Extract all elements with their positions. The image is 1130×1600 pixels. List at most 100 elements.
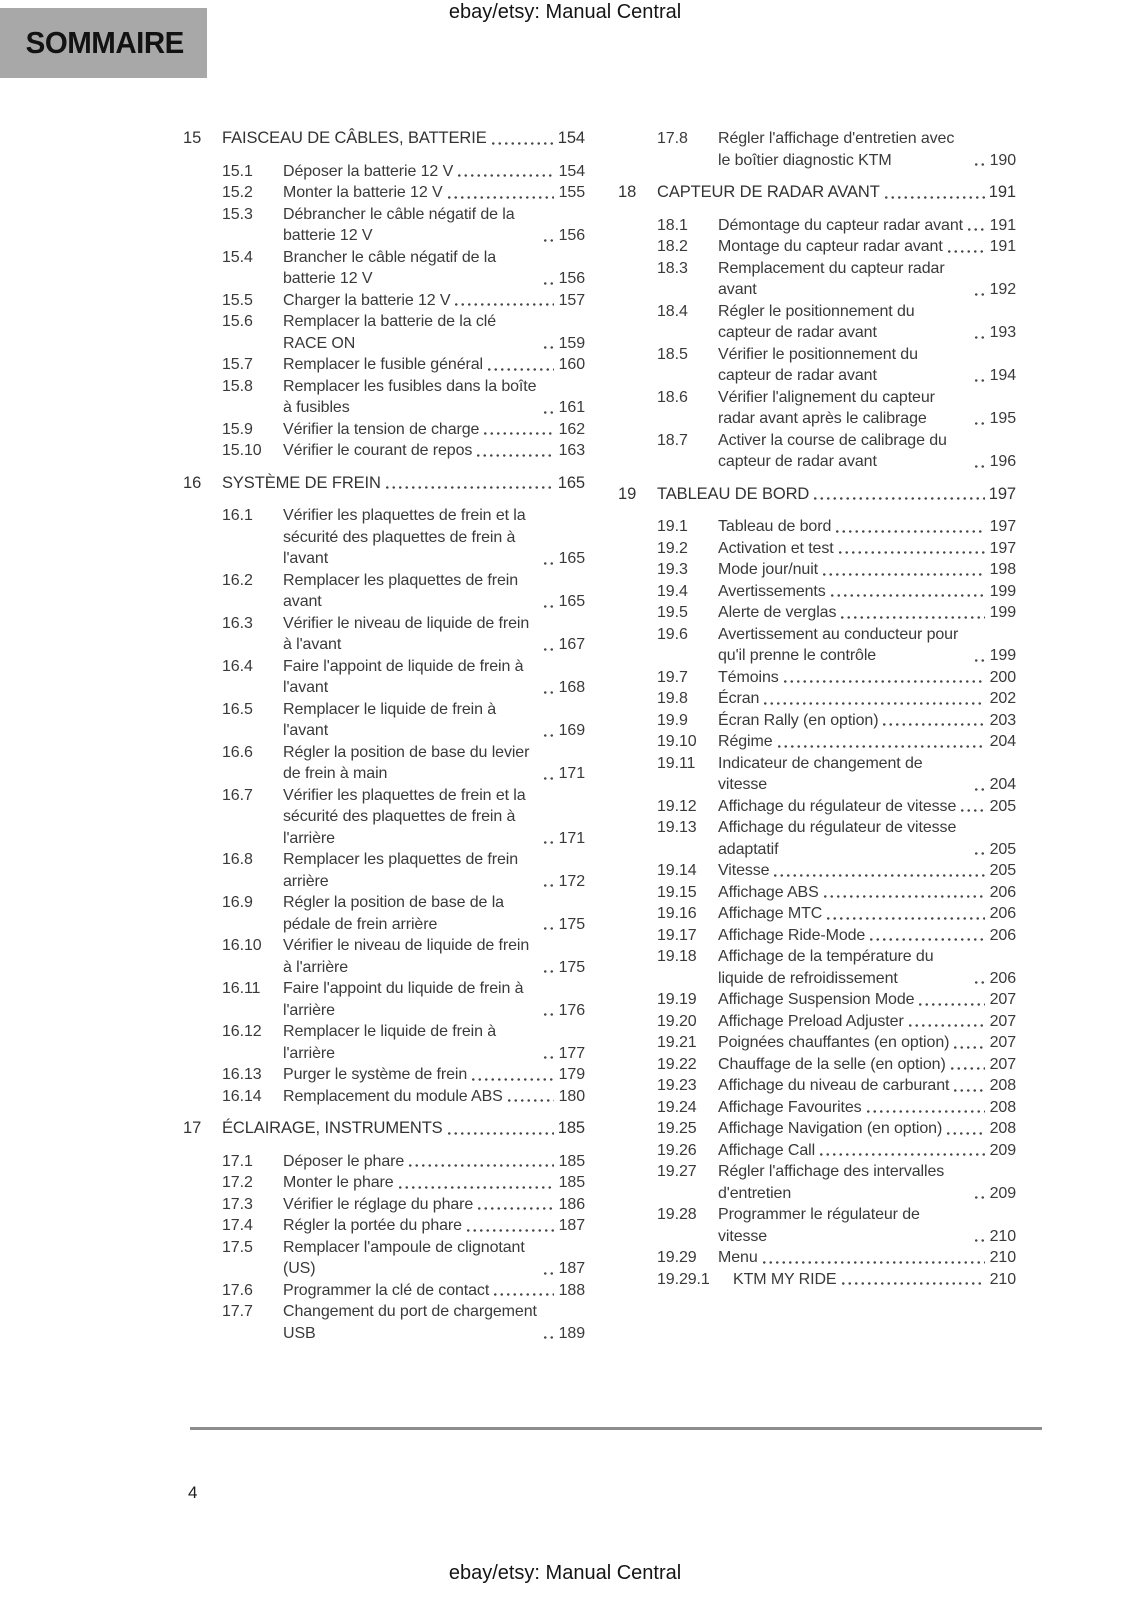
toc-leader-dots bbox=[542, 655, 554, 699]
toc-entry-page: 199 bbox=[989, 604, 1017, 621]
toc-leader-dots bbox=[470, 1064, 554, 1086]
toc-entry-body: Vérifier le réglage du phare 186 bbox=[283, 1193, 585, 1215]
toc-entry-page: 203 bbox=[989, 711, 1017, 729]
toc-entry-body: Charger la batterie 12 V 157 bbox=[283, 289, 585, 311]
toc-entry-body: Vitesse 205 bbox=[718, 860, 1016, 882]
toc-entry-title: Affichage Suspension Mode bbox=[718, 991, 915, 1008]
toc-leader-dots bbox=[973, 946, 985, 989]
toc-entry-title: Témoins bbox=[718, 668, 779, 686]
toc-entry-page: 208 bbox=[989, 1077, 1017, 1094]
toc-entry-title: Vérifier la tension de charge bbox=[283, 420, 480, 438]
toc-entry-body: Vérifier le positionnement du capteur de… bbox=[718, 343, 1016, 387]
toc-entry-19.16: 19.16 Affichage MTC 206 bbox=[618, 903, 1016, 925]
toc-entry-number: 19.5 bbox=[657, 604, 688, 621]
toc-entry-title: Régime bbox=[718, 733, 773, 750]
toc-entry-body: TABLEAU DE BORD 197 bbox=[657, 483, 1016, 505]
toc-entry-page: 208 bbox=[989, 1120, 1017, 1137]
toc-entry-title: Affichage du régulateur de vitesse bbox=[718, 797, 957, 815]
toc-entry-number: 16.14 bbox=[222, 1087, 262, 1105]
toc-entry-number: 18.5 bbox=[657, 345, 688, 363]
toc-leader-dots bbox=[772, 860, 985, 882]
toc-entry-page: 202 bbox=[989, 690, 1017, 707]
toc-entry-body: Faire l'appoint du liquide de frein à l'… bbox=[283, 978, 585, 1021]
toc-leader-dots bbox=[881, 709, 985, 731]
toc-entry-title: Remplacer le fusible général bbox=[283, 356, 483, 373]
toc-entry-18.3: 18.3 Remplacement du capteur radar avant 1… bbox=[618, 257, 1016, 301]
toc-entry-page: 197 bbox=[989, 518, 1017, 535]
toc-entry-number: 15.8 bbox=[222, 377, 253, 395]
toc-entry-body: Vérifier le niveau de liquide de frein à… bbox=[283, 935, 585, 978]
toc-leader-dots bbox=[906, 1010, 985, 1032]
toc-entry-19.19: 19.19 Affichage Suspension Mode 207 bbox=[618, 989, 1016, 1011]
toc-leader-dots bbox=[482, 418, 554, 440]
toc-entry-title: Vérifier les plaquettes de frein et la s… bbox=[283, 507, 526, 567]
toc-entry-19.15: 19.15 Affichage ABS 206 bbox=[618, 881, 1017, 903]
toc-entry-19: 19 TABLEAU DE BORD 197 bbox=[618, 483, 1016, 505]
toc-entry-body: Avertissement au conducteur pour qu'il p… bbox=[718, 623, 1016, 667]
toc-leader-dots bbox=[542, 505, 554, 570]
toc-entry-body: Vérifier le niveau de liquide de frein à… bbox=[283, 612, 585, 656]
toc-entry-title: Programmer la clé de contact bbox=[283, 1281, 490, 1299]
toc-entry-body: Affichage Navigation (en option) 208 bbox=[718, 1118, 1016, 1140]
toc-entry-page: 206 bbox=[989, 969, 1017, 987]
toc-entry-page: 169 bbox=[558, 722, 586, 739]
toc-column-left: 15 FAISCEAU DE CÂBLES, BATTERIE 154 15.1 Dép… bbox=[183, 128, 585, 1344]
toc-entry-title: Remplacer les plaquettes de frein arrièr… bbox=[283, 851, 519, 890]
toc-entry-18.1: 18.1 Démontage du capteur radar avant 191 bbox=[618, 214, 1016, 236]
toc-leader-dots bbox=[973, 817, 985, 860]
toc-entry-17.5: 17.5 Remplacer l'ampoule de clignotant (U… bbox=[183, 1236, 585, 1280]
toc-leader-dots bbox=[492, 1279, 554, 1301]
document-footer-title: ebay/etsy: Manual Central bbox=[448, 1562, 682, 1584]
toc-entry-page: 154 bbox=[557, 129, 585, 147]
toc-entry-19.27: 19.27 Régler l'affichage des intervalles … bbox=[618, 1161, 1016, 1204]
toc-entry-title: Affichage ABS bbox=[718, 883, 819, 901]
toc-entry-number: 16.7 bbox=[222, 786, 253, 804]
toc-entry-number: 15.7 bbox=[222, 356, 253, 373]
toc-entry-title: SYSTÈME DE FREIN bbox=[222, 473, 381, 492]
toc-entry-number: 19.23 bbox=[657, 1077, 697, 1094]
toc-entry-body: Affichage Favourites 208 bbox=[718, 1096, 1016, 1118]
toc-entry-body: Programmer la clé de contact 188 bbox=[283, 1279, 585, 1301]
toc-entry-page: 206 bbox=[989, 883, 1017, 901]
toc-entry-number: 19.28 bbox=[657, 1206, 697, 1223]
toc-entry-body: Remplacer les plaquettes de frein avant 1… bbox=[283, 569, 585, 613]
toc-entry-title: Avertissement au conducteur pour qu'il p… bbox=[718, 625, 959, 665]
toc-entry-number: 19.26 bbox=[657, 1141, 697, 1159]
toc-entry-body: Avertissements 199 bbox=[718, 580, 1016, 602]
toc-entry-body: Vérifier les plaquettes de frein et la s… bbox=[283, 505, 585, 570]
toc-entry-page: 168 bbox=[558, 679, 586, 696]
toc-entry-number: 15.1 bbox=[222, 162, 253, 180]
toc-entry-16.12: 16.12 Remplacer le liquide de frein à l'a… bbox=[183, 1021, 585, 1064]
toc-entry-title: Déposer la batterie 12 V bbox=[283, 162, 454, 180]
toc-leader-dots bbox=[542, 892, 554, 935]
toc-entry-title: Alerte de verglas bbox=[718, 604, 837, 621]
toc-entry-number: 16.8 bbox=[222, 851, 253, 868]
toc-entry-19.5: 19.5 Alerte de verglas 199 bbox=[618, 602, 1016, 624]
toc-entry-title: Affichage Preload Adjuster bbox=[718, 1012, 904, 1030]
toc-leader-dots bbox=[489, 128, 554, 150]
toc-leader-dots bbox=[760, 1247, 985, 1269]
toc-leader-dots bbox=[464, 1215, 554, 1237]
toc-entry-number: 16.13 bbox=[222, 1066, 262, 1083]
toc-entry-19.13: 19.13 Affichage du régulateur de vitesse … bbox=[618, 817, 1016, 860]
toc-entry-19.6: 19.6 Avertissement au conducteur pour qu'… bbox=[618, 623, 1016, 667]
toc-leader-dots bbox=[839, 602, 985, 624]
toc-entry-body: Remplacer les plaquettes de frein arrièr… bbox=[283, 849, 585, 892]
toc-entry-body: Tableau de bord 197 bbox=[718, 516, 1016, 538]
toc-entry-body: Monter la batterie 12 V 155 bbox=[283, 182, 585, 204]
toc-entry-title: Brancher le câble négatif de la batterie… bbox=[283, 248, 497, 288]
toc-entry-body: Affichage du régulateur de vitesse 205 bbox=[718, 795, 1016, 817]
toc-entry-title: Remplacer les fusibles dans la boîte à f… bbox=[283, 377, 537, 417]
toc-entry-page: 156 bbox=[558, 270, 586, 287]
toc-leader-dots bbox=[965, 214, 985, 236]
toc-entry-body: SYSTÈME DE FREIN 165 bbox=[222, 472, 585, 494]
toc-entry-number: 19.29 bbox=[657, 1249, 697, 1266]
toc-entry-title: Vérifier le positionnement du capteur de… bbox=[718, 345, 918, 385]
toc-entry-19.17: 19.17 Affichage Ride-Mode 206 bbox=[618, 924, 1016, 946]
toc-entry-title: Écran bbox=[718, 690, 760, 707]
toc-entry-title: Vérifier le niveau de liquide de frein à… bbox=[283, 937, 530, 976]
toc-entry-19.14: 19.14 Vitesse 205 bbox=[618, 860, 1016, 882]
toc-entry-title: Remplacer la batterie de la clé RACE ON bbox=[283, 313, 497, 352]
toc-entry-15.1: 15.1 Déposer la batterie 12 V 154 bbox=[183, 160, 585, 182]
toc-entry-body: Régler le positionnement du capteur de r… bbox=[718, 300, 1016, 344]
